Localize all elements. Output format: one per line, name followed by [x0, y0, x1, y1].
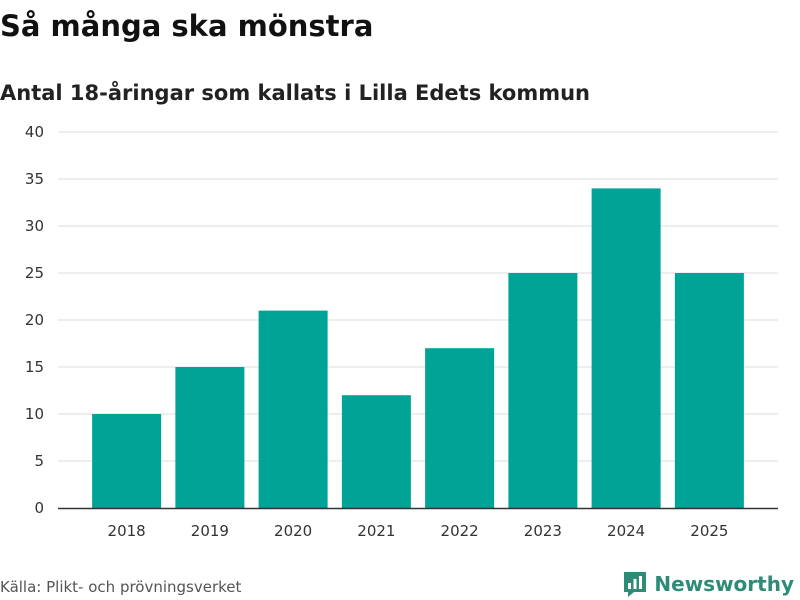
x-tick-label: 2020 [274, 522, 312, 540]
bar-2018 [92, 414, 162, 508]
x-tick-label: 2018 [108, 522, 146, 540]
bar-2020 [258, 310, 328, 508]
y-tick-label: 20 [25, 311, 44, 329]
brand-logo: Newsworthy [622, 568, 794, 600]
x-tick-label: 2025 [690, 522, 728, 540]
source-note: Källa: Plikt- och prövningsverket [0, 578, 242, 596]
x-tick-label: 2022 [441, 522, 479, 540]
bar-2025 [674, 273, 744, 508]
y-tick-label: 35 [25, 170, 44, 188]
y-tick-label: 30 [25, 217, 44, 235]
y-tick-label: 0 [34, 499, 44, 517]
brand-name: Newsworthy [654, 572, 794, 596]
bar-2019 [175, 367, 245, 508]
bars [92, 188, 744, 508]
y-axis-tick-labels: 0 5 10 15 20 25 30 35 40 [25, 123, 44, 517]
bar-2023 [508, 273, 578, 508]
y-tick-label: 25 [25, 264, 44, 282]
y-tick-label: 15 [25, 358, 44, 376]
x-tick-label: 2021 [357, 522, 395, 540]
bar-2024 [591, 188, 661, 508]
x-axis-tick-labels: 2018 2019 2020 2021 2022 2023 2024 2025 [108, 522, 729, 540]
chart-title: Så många ska mönstra [0, 9, 374, 43]
y-tick-label: 5 [34, 452, 44, 470]
grid-lines [58, 131, 778, 462]
bar-2021 [341, 395, 411, 508]
bar-2022 [425, 348, 495, 508]
x-tick-label: 2024 [607, 522, 645, 540]
bar-chart-logo-icon [624, 572, 647, 597]
chart-subtitle: Antal 18-åringar som kallats i Lilla Ede… [0, 81, 591, 105]
x-tick-label: 2023 [524, 522, 562, 540]
x-tick-label: 2019 [191, 522, 229, 540]
y-tick-label: 40 [25, 123, 44, 141]
y-tick-label: 10 [25, 405, 44, 423]
